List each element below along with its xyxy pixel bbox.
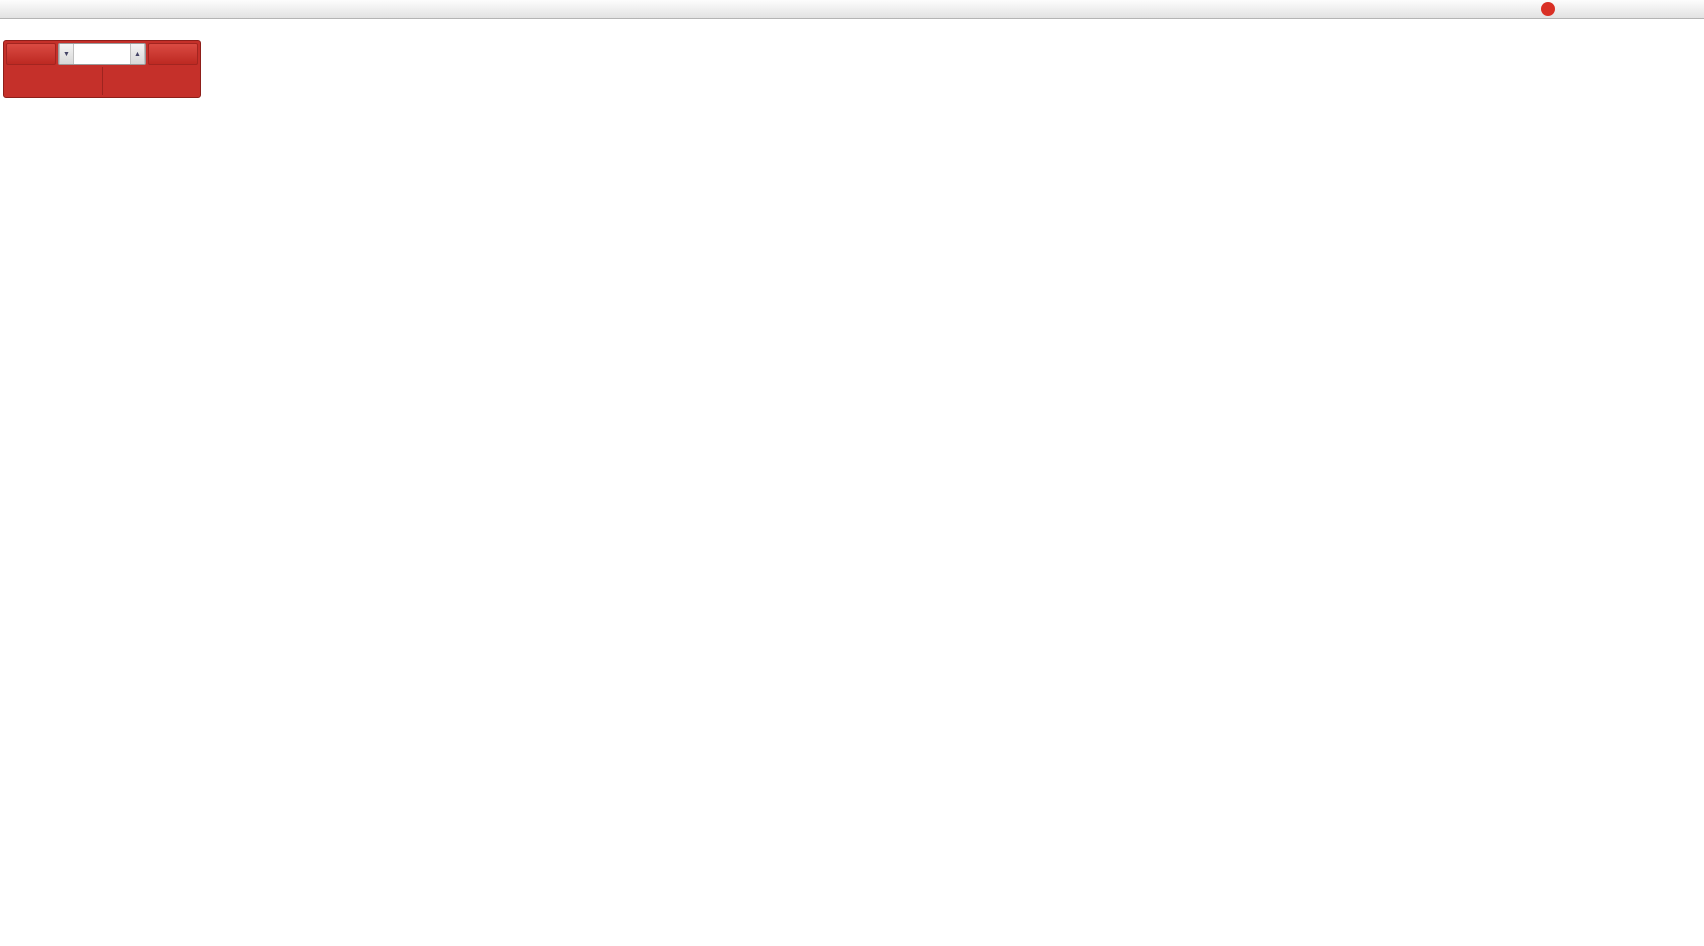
sell-button[interactable]: [6, 43, 56, 65]
volume-input[interactable]: [74, 44, 130, 64]
notifications-badge[interactable]: [1541, 2, 1555, 16]
buy-price[interactable]: [103, 67, 199, 95]
buy-button[interactable]: [148, 43, 198, 65]
symbol-header: [8, 22, 12, 36]
sell-price[interactable]: [6, 67, 103, 95]
volume-decrease-button[interactable]: ▼: [59, 44, 74, 64]
main-toolbar: [0, 0, 1704, 19]
volume-increase-button[interactable]: ▲: [130, 44, 145, 64]
volume-stepper: ▼ ▲: [58, 43, 146, 65]
one-click-trade-panel: ▼ ▲: [3, 40, 201, 98]
